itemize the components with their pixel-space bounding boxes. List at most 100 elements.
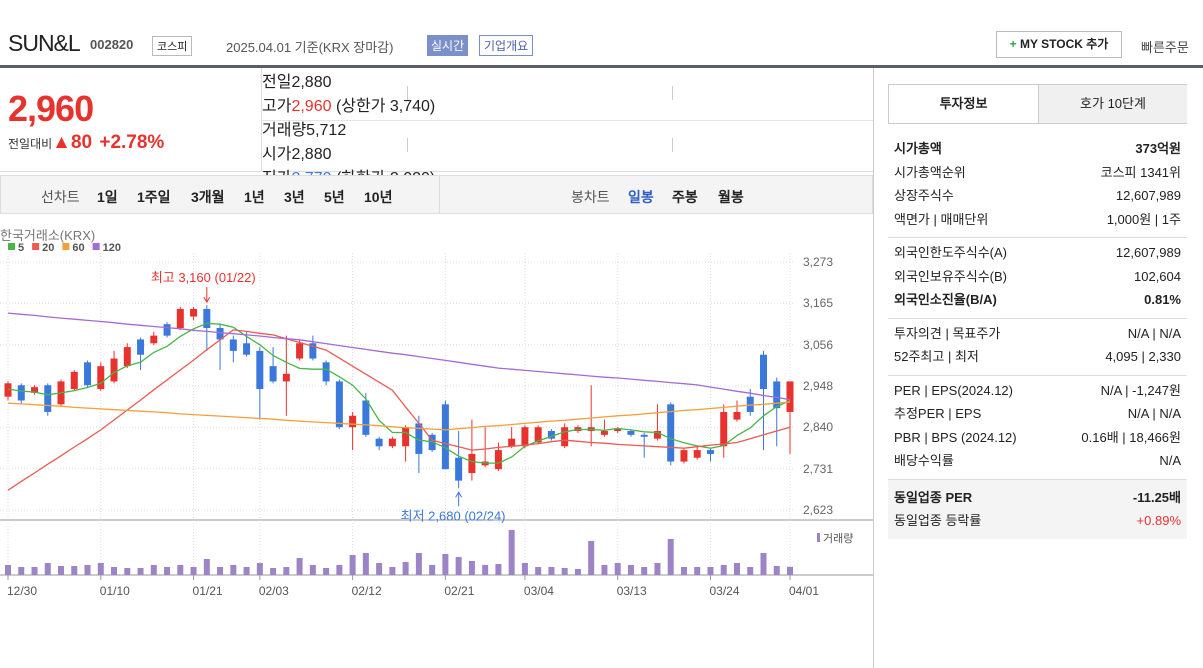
candle-body — [600, 431, 608, 435]
info-label: 투자의견 | 목표주가 — [894, 325, 1001, 341]
period-tab[interactable]: 3년 — [284, 189, 305, 205]
candle-body — [123, 347, 131, 367]
stock-name: SUN&L — [8, 30, 81, 56]
candle-body — [534, 427, 542, 443]
y-tick-label: 3,056 — [803, 338, 833, 352]
candle-tab[interactable]: 일봉 — [628, 189, 654, 205]
info-value: 12,607,989 — [1115, 245, 1181, 260]
summary-label: 전일 — [262, 74, 292, 91]
info-value: N/A | N/A — [1127, 406, 1181, 421]
realtime-button[interactable]: 실시간 — [427, 35, 469, 56]
candle-body — [455, 457, 463, 481]
info-row: PER | EPS(2024.12) N/A | -1,247원 — [888, 379, 1187, 403]
candle-body — [137, 339, 145, 355]
info-tab[interactable]: 투자정보 — [939, 96, 988, 111]
candle-body — [746, 396, 754, 412]
info-tabs: 투자정보 호가 10단계 — [888, 84, 1187, 124]
candle-body — [362, 400, 370, 435]
legend-swatch — [8, 243, 15, 250]
x-tick-label: 04/01 — [789, 584, 819, 598]
summary-value: 2,880 — [291, 146, 332, 163]
annotation-arrowhead — [455, 491, 463, 498]
period-tab[interactable]: 5년 — [324, 189, 345, 205]
info-tab[interactable]: 호가 10단계 — [1038, 85, 1187, 123]
period-tab[interactable]: 1일 — [97, 189, 118, 205]
volume-bar — [627, 565, 634, 575]
volume-bar — [309, 565, 316, 575]
candle-tab[interactable]: 주봉 — [672, 189, 698, 205]
info-value: 0.81% — [1144, 292, 1181, 307]
volume-bar — [243, 567, 250, 575]
info-row: 동일업종 PER -11.25배 — [888, 486, 1187, 510]
volume-bar — [588, 541, 595, 575]
info-label: 동일업종 등락률 — [894, 513, 982, 528]
candle-body — [256, 350, 264, 390]
mystock-button[interactable]: + MY STOCK 추가 — [996, 31, 1122, 58]
x-tick-label: 01/10 — [100, 584, 130, 598]
volume-bar — [124, 568, 131, 575]
legend-swatch — [62, 243, 70, 250]
price-box: 2,960 전일대비▲80 +2.78% — [0, 68, 262, 172]
volume-bar — [535, 567, 542, 575]
volume-bar — [667, 539, 674, 575]
candle-body — [70, 371, 78, 390]
info-group: 동일업종 PER -11.25배 동일업종 등락률 +0.89% — [888, 479, 1187, 539]
info-label: 외국인소진율(B/A) — [894, 292, 997, 307]
candle-body — [786, 381, 794, 412]
quick-order[interactable]: 빠른주문 — [1141, 40, 1189, 55]
info-value: 373억원 — [1135, 141, 1181, 156]
candle-body — [640, 434, 648, 437]
divider — [407, 138, 408, 152]
volume-bar — [256, 563, 263, 575]
candle-body — [309, 343, 317, 359]
volume-bar — [482, 565, 489, 575]
stock-code: 002820 — [90, 37, 134, 52]
candle-body — [627, 431, 635, 435]
info-row: PBR | BPS (2024.12) 0.16배 | 18,466원 — [888, 426, 1187, 450]
period-tab[interactable]: 1년 — [244, 189, 265, 205]
volume-bar — [495, 564, 502, 575]
candle-body — [110, 358, 118, 382]
info-label: 추정PER | EPS — [894, 406, 982, 421]
volume-bar — [521, 563, 528, 575]
volume-bar — [415, 553, 422, 575]
divider — [262, 120, 873, 121]
info-label: 52주최고 | 최저 — [894, 349, 979, 364]
info-label: 외국인보유주식수(B) — [894, 268, 1008, 284]
candle-body — [269, 366, 277, 382]
volume-bar — [773, 566, 780, 575]
candle-body — [468, 453, 476, 473]
candle-tab[interactable]: 월봉 — [718, 189, 744, 205]
candle-body — [190, 308, 198, 317]
current-price: 2,960 — [8, 88, 94, 129]
volume-bar — [455, 557, 462, 575]
info-label: 배당수익률 — [894, 453, 954, 468]
candle-body — [296, 343, 304, 359]
candle-body — [614, 429, 622, 432]
volume-bar — [71, 566, 78, 575]
divider — [0, 65, 1203, 68]
overview-button[interactable]: 기업개요 — [479, 35, 534, 56]
volume-bar — [5, 565, 11, 575]
volume-bar — [442, 554, 449, 575]
candle-body — [773, 381, 781, 409]
summary: 전일2,880 고가2,960 (상한가 3,740) 거래량5,712 시가2,88… — [262, 68, 873, 211]
change-label: 전일대비 — [8, 137, 53, 151]
summary-label: 고가 — [262, 98, 292, 115]
period-tab[interactable]: 1주일 — [137, 189, 171, 205]
candle-body — [375, 438, 383, 447]
info-group: 외국인한도주식수(A) 12,607,989 외국인보유주식수(B) 102,604 외… — [888, 238, 1187, 319]
candle-body — [388, 438, 396, 447]
candle-body — [150, 335, 158, 344]
annotation-arrowhead — [203, 296, 211, 304]
volume-bar — [733, 563, 740, 575]
info-row: 상장주식수 12,607,989 — [888, 184, 1187, 208]
period-tab[interactable]: 3개월 — [191, 189, 225, 205]
candle-body — [402, 427, 410, 447]
x-tick-label: 03/24 — [709, 584, 739, 598]
period-tab[interactable]: 10년 — [364, 189, 393, 205]
candle-body — [441, 404, 449, 470]
info-group: 투자의견 | 목표주가 N/A | N/A 52주최고 | 최저 4,095 | 2,… — [888, 319, 1187, 376]
volume-bar — [177, 565, 184, 575]
